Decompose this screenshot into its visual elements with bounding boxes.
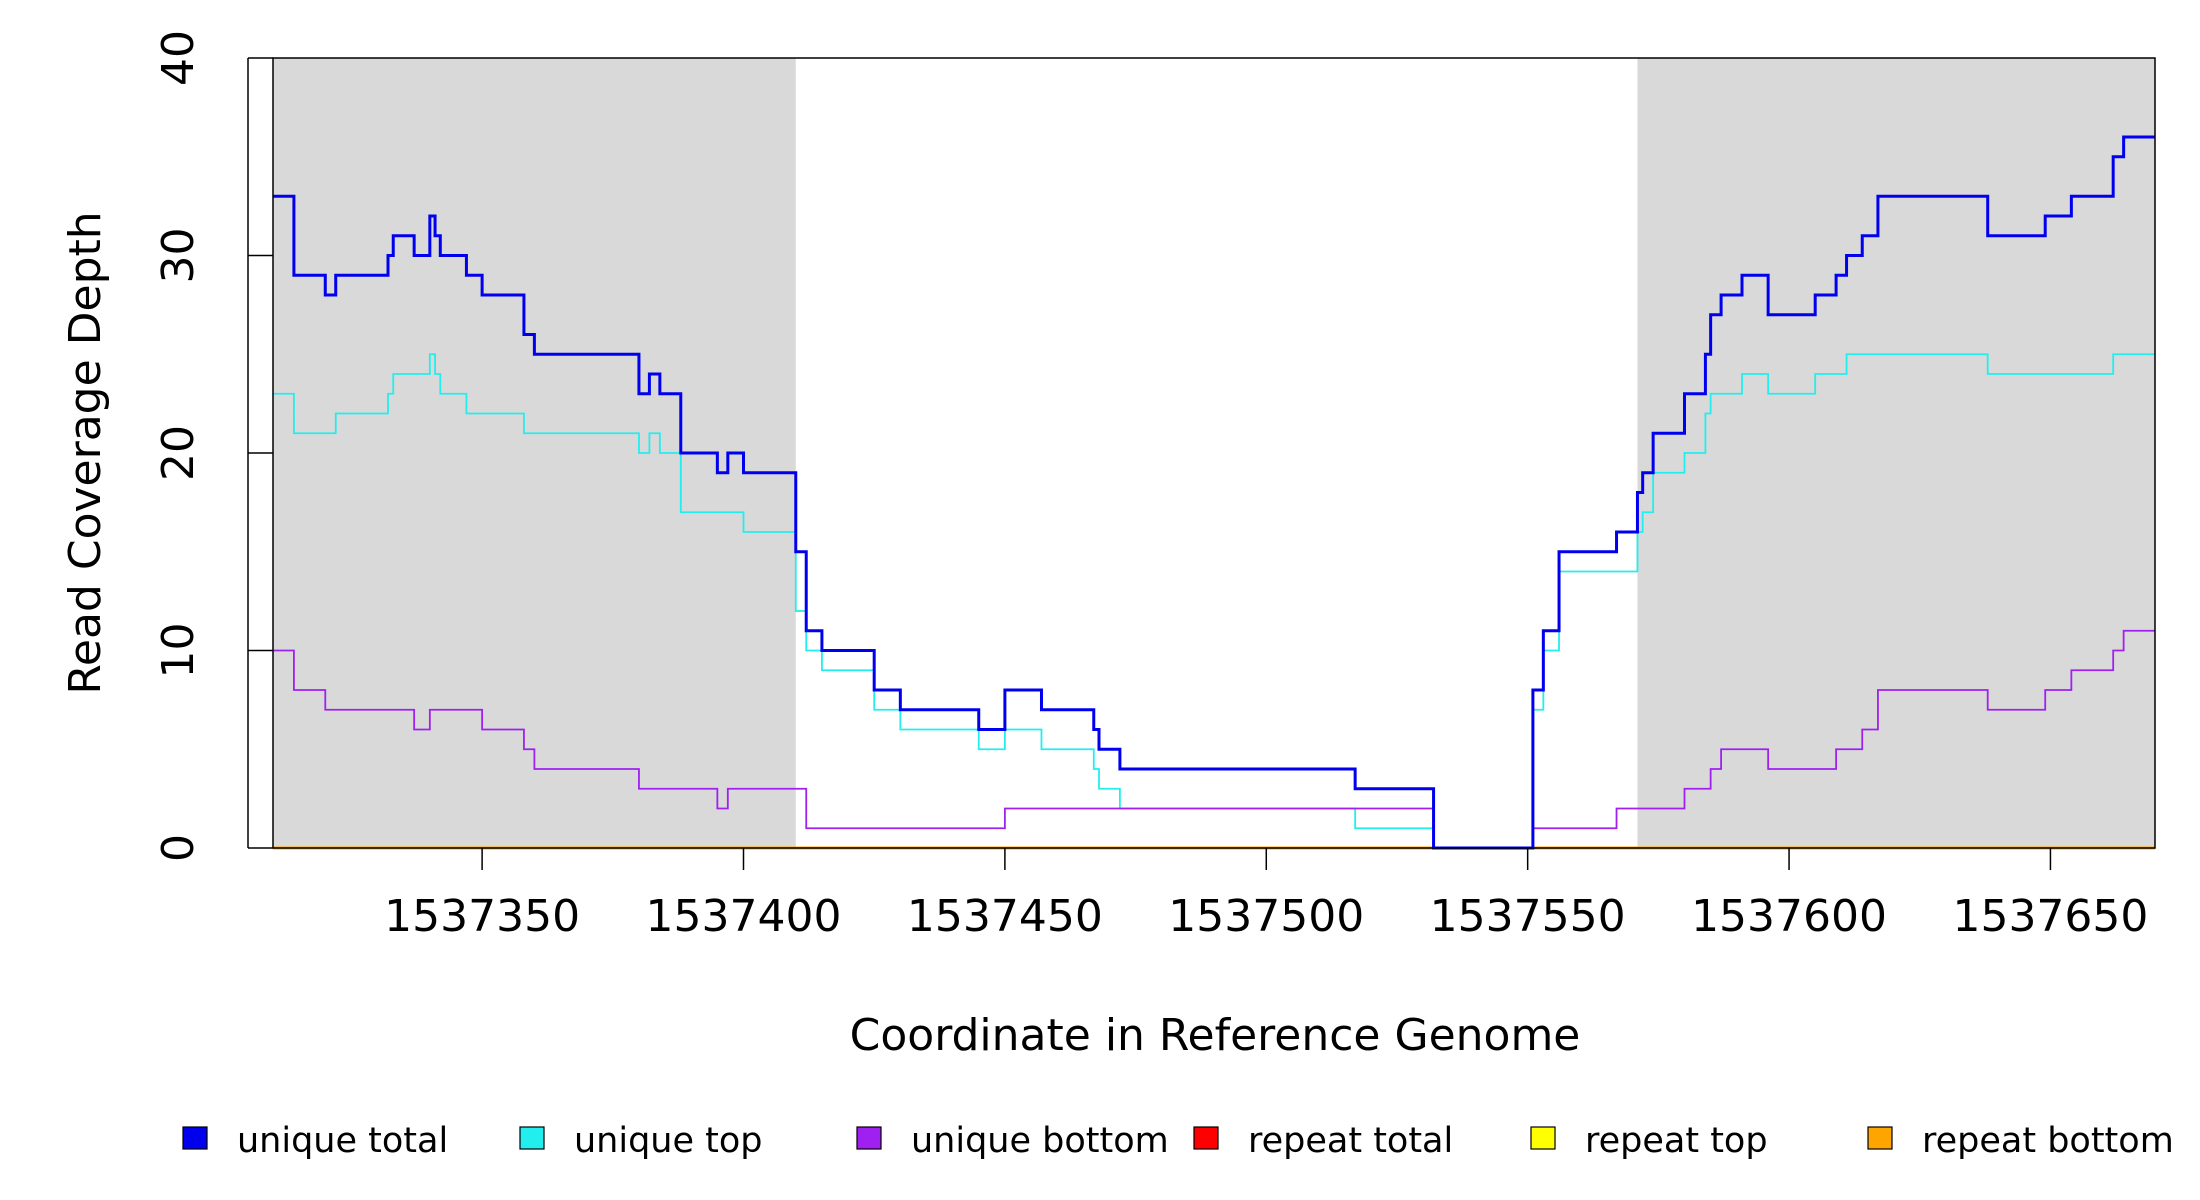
legend-swatch-repeat-bottom	[1867, 1126, 1893, 1150]
x-axis-title: Coordinate in Reference Genome	[850, 1010, 1581, 1061]
x-tick-label: 1537550	[1430, 891, 1626, 942]
legend-swatch-unique-total	[182, 1126, 208, 1150]
shaded-region-2	[1637, 58, 2155, 848]
x-axis: 1537350 1537400 1537450 1537500 1537550 15376…	[384, 848, 2148, 942]
x-tick-label: 1537450	[907, 891, 1103, 942]
y-tick-label: 30	[153, 228, 204, 284]
legend: unique total unique top unique bottom repea…	[182, 1121, 2174, 1161]
series-line-unique-top	[273, 353, 2155, 849]
legend-swatch-repeat-top	[1530, 1126, 1556, 1150]
legend-label-unique-bottom: unique bottom	[911, 1121, 1169, 1161]
y-tick-label: 0	[153, 834, 204, 862]
x-tick-label: 1537650	[1952, 891, 2148, 942]
legend-label-unique-top: unique top	[574, 1121, 763, 1161]
x-tick-label: 1537350	[384, 891, 580, 942]
y-tick-label: 10	[153, 623, 204, 679]
legend-label-repeat-bottom: repeat bottom	[1922, 1121, 2174, 1161]
legend-label-repeat-total: repeat total	[1248, 1121, 1453, 1161]
x-tick-label: 1537500	[1168, 891, 1364, 942]
series-line-unique-total	[273, 135, 2155, 850]
y-axis-title: Read Coverage Depth	[60, 211, 111, 694]
y-axis: 0 10 20 30 40	[153, 30, 273, 862]
y-tick-label: 40	[153, 30, 204, 86]
x-tick-label: 1537600	[1691, 891, 1887, 942]
y-tick-label: 20	[153, 425, 204, 481]
x-tick-label: 1537400	[646, 891, 842, 942]
legend-swatch-unique-bottom	[856, 1126, 882, 1150]
legend-label-repeat-top: repeat top	[1585, 1121, 1768, 1161]
legend-swatch-unique-top	[519, 1126, 545, 1150]
legend-swatch-repeat-total	[1193, 1126, 1219, 1150]
legend-label-unique-total: unique total	[237, 1121, 448, 1161]
